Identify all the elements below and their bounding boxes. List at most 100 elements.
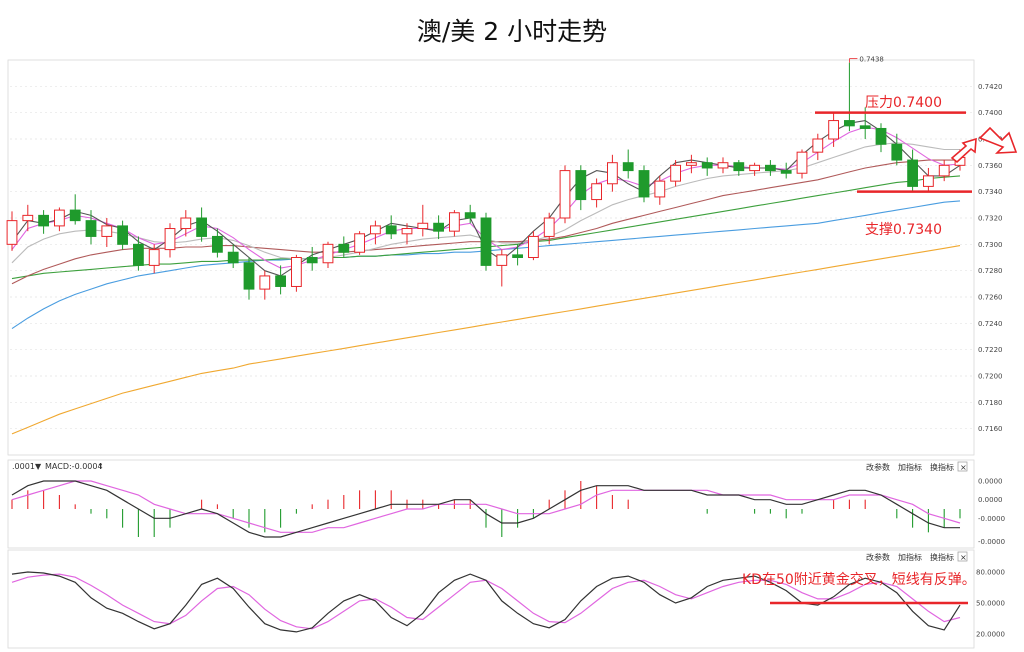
high-marker-label: 0.7438 — [859, 56, 884, 64]
candle-body — [449, 212, 460, 232]
main-plot-frame — [7, 59, 975, 456]
candle-body — [607, 162, 618, 185]
macd-swap-button[interactable]: 换指标 — [930, 462, 954, 472]
y-tick-label: 0.7360 — [978, 162, 1003, 170]
candle-body — [180, 217, 192, 230]
candle-body — [701, 162, 713, 169]
candle-body — [385, 225, 397, 235]
kd-y-tick-label: 20.0000 — [976, 631, 1005, 639]
candle-body — [464, 212, 476, 219]
y-tick-label: 0.7220 — [978, 346, 1003, 354]
candle-body — [38, 214, 49, 227]
y-tick-label: 0.7340 — [978, 188, 1003, 196]
candle-body — [306, 257, 318, 264]
right-arrow-icon — [978, 126, 1018, 154]
candle-body — [828, 120, 839, 140]
macd-header-label: MACD:-0.0004 — [45, 462, 103, 471]
candle-body — [164, 228, 176, 251]
candle-body — [717, 162, 729, 169]
candle-body — [148, 249, 160, 266]
candle-body — [212, 235, 223, 253]
up-arrow-icon — [950, 137, 977, 164]
candle-body — [54, 209, 65, 227]
kd-annotation: KD在50附近黄金交叉，短线有反弹。 — [742, 571, 976, 588]
candle-body — [22, 214, 34, 222]
candle-body — [69, 209, 81, 222]
macd-header-value: .0001 — [12, 462, 35, 471]
candle-body — [733, 162, 745, 172]
chart-title: 澳/美 2 小时走势 — [416, 17, 608, 46]
candle-body — [891, 143, 903, 161]
y-tick-label: 0.7320 — [978, 215, 1003, 223]
moving-average-line-6 — [11, 245, 961, 435]
candle-body — [654, 180, 666, 198]
y-tick-label: 0.7420 — [978, 83, 1003, 91]
candle-body — [417, 222, 429, 230]
macd-y-tick-label: -0.0000 — [978, 538, 1005, 546]
candle-body — [480, 217, 492, 266]
candle-body — [670, 164, 681, 182]
candle-body — [528, 235, 539, 258]
kd-y-tick-label: 50.0000 — [976, 600, 1005, 608]
y-tick-label: 0.7160 — [978, 425, 1003, 433]
candle-body — [923, 175, 934, 187]
candle-body — [259, 275, 271, 290]
candle-body — [591, 183, 602, 201]
kd-swap-button[interactable]: 换指标 — [930, 552, 954, 562]
kd-params-button[interactable]: 改参数 — [866, 552, 890, 562]
candle-body — [338, 243, 350, 253]
candle-body — [101, 225, 113, 237]
candle-body — [291, 257, 302, 287]
macd-dropdown-icon: ▼ — [35, 462, 42, 471]
macd-y-tick-label: 0.0000 — [978, 478, 1003, 486]
candle-body — [243, 262, 255, 290]
macd-y-tick-label: 0.0000 — [978, 496, 1003, 504]
y-tick-label: 0.7400 — [978, 109, 1003, 117]
resistance-annotation: 压力0.7400 — [865, 95, 942, 111]
candle-body — [496, 254, 508, 266]
macd-add-button[interactable]: 加指标 — [898, 462, 922, 472]
candle-body — [938, 164, 950, 177]
y-tick-label: 0.7280 — [978, 267, 1003, 275]
y-tick-label: 0.7260 — [978, 294, 1003, 302]
macd-close-button[interactable] — [957, 461, 968, 472]
candle-body — [559, 170, 571, 219]
candle-body — [6, 220, 18, 245]
candle-body — [844, 120, 855, 127]
candle-body — [796, 151, 808, 174]
support-annotation: 支撑0.7340 — [865, 222, 942, 238]
candle-body — [401, 228, 413, 235]
candle-body — [354, 233, 365, 253]
candle-body — [765, 164, 776, 172]
candle-body — [780, 170, 792, 174]
candle-body — [433, 222, 444, 232]
candle-body — [749, 164, 760, 172]
candle-body — [812, 138, 824, 153]
candle-body — [622, 162, 634, 172]
candle-body — [133, 243, 144, 266]
macd-params-button[interactable]: 改参数 — [866, 462, 890, 472]
y-tick-label: 0.7200 — [978, 373, 1003, 381]
kd-close-icon: × — [960, 553, 967, 562]
macd-panel-frame — [7, 459, 975, 549]
candle-body — [370, 225, 381, 235]
macd-close-icon: × — [960, 463, 967, 472]
candle-body — [638, 170, 650, 198]
kd-close-button[interactable] — [957, 551, 968, 562]
kd-add-button[interactable]: 加指标 — [898, 552, 922, 562]
candle-body — [227, 251, 239, 264]
candle-body — [543, 217, 555, 237]
candle-body — [907, 159, 918, 187]
y-tick-label: 0.7180 — [978, 399, 1003, 407]
candle-body — [575, 170, 587, 201]
candle-body — [85, 220, 97, 237]
y-tick-label: 0.7240 — [978, 320, 1003, 328]
kd-panel-frame — [7, 549, 975, 649]
candle-body — [859, 125, 871, 129]
kd-y-tick-label: 80.0000 — [976, 569, 1005, 577]
candle-body — [322, 243, 334, 264]
candle-body — [117, 225, 128, 245]
candle-body — [686, 162, 697, 166]
y-tick-label: 0.7300 — [978, 241, 1003, 249]
